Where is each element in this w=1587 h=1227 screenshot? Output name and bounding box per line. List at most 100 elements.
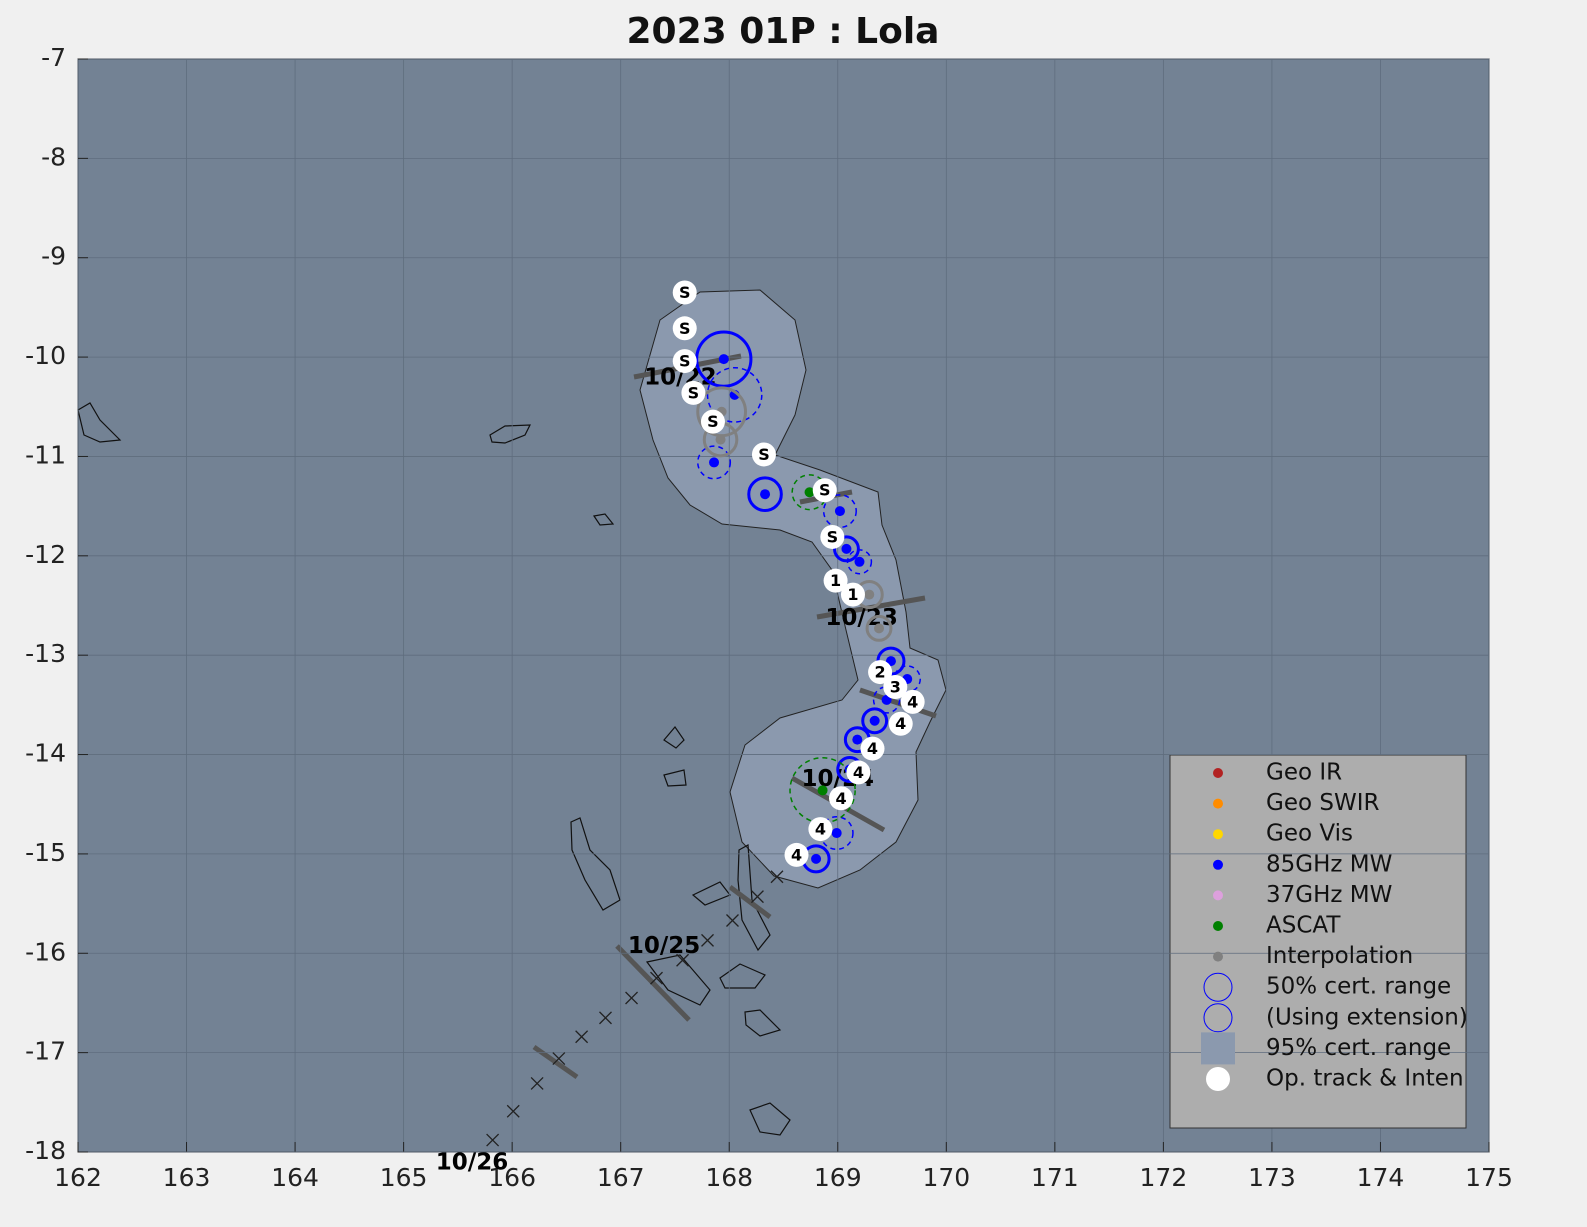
date-label: 10/25 — [628, 933, 700, 959]
track-label: 2 — [875, 663, 886, 682]
track-label: S — [758, 445, 770, 464]
legend-label: (Using extension) — [1266, 1004, 1468, 1030]
cert-ring — [819, 816, 854, 851]
track-point — [751, 442, 776, 467]
fix-dot — [804, 487, 815, 498]
track-label: 4 — [853, 763, 864, 782]
cert-ring — [695, 330, 753, 388]
y-tick-label: -9 — [41, 242, 66, 271]
legend — [1169, 754, 1467, 1129]
forecast-cross — [650, 971, 663, 985]
legend-label: Geo SWIR — [1266, 790, 1379, 816]
track-point — [672, 280, 697, 305]
legend-marker — [1213, 829, 1223, 840]
y-tick-label: -14 — [25, 739, 66, 768]
fix-dot — [841, 543, 852, 554]
cert-ring — [747, 476, 783, 512]
track-label: 4 — [791, 845, 802, 864]
y-tick-label: -13 — [25, 639, 66, 668]
fix-dot — [864, 589, 875, 600]
legend-label: 85GHz MW — [1266, 851, 1392, 877]
x-tick-label: 174 — [1357, 1163, 1405, 1192]
track-point — [700, 409, 725, 434]
legend-marker — [1206, 1067, 1230, 1091]
forecast-cross — [486, 1133, 500, 1147]
track-point — [784, 842, 809, 867]
forecast-cross — [530, 1076, 544, 1090]
track-label: S — [679, 319, 691, 338]
legend-label: 50% cert. range — [1266, 974, 1451, 1000]
y-tick-label: -8 — [41, 142, 66, 171]
track-point — [840, 582, 865, 607]
legend-marker — [1203, 1003, 1233, 1033]
legend-label: ASCAT — [1266, 913, 1341, 939]
track-label: 4 — [835, 789, 846, 808]
track-point — [812, 478, 837, 503]
fix-dot — [869, 715, 880, 726]
fix-dot — [881, 694, 892, 705]
track-point — [820, 524, 845, 549]
y-tick-label: -10 — [25, 341, 66, 370]
track-point — [672, 349, 697, 374]
legend-marker — [1213, 890, 1223, 901]
x-tick-label: 162 — [54, 1163, 102, 1192]
cert-ring — [861, 707, 889, 735]
track-point — [829, 786, 854, 811]
legend-label: Geo IR — [1266, 760, 1342, 786]
x-tick-label: 169 — [814, 1163, 862, 1192]
forecast-cross — [506, 1104, 520, 1118]
track-label: 4 — [815, 820, 826, 839]
track-point — [860, 736, 885, 761]
y-tick-label: -15 — [25, 838, 66, 867]
track-label: S — [827, 527, 839, 546]
legend-label: Geo Vis — [1266, 821, 1353, 847]
x-tick-label: 172 — [1140, 1163, 1188, 1192]
forecast-cross — [770, 870, 784, 884]
track-label: 1 — [847, 585, 858, 604]
legend-marker — [1213, 859, 1223, 870]
chart-title: 2023 01P : Lola — [627, 11, 940, 52]
forecast-cross — [701, 933, 714, 947]
y-tick-label: -12 — [25, 540, 66, 569]
x-tick-label: 171 — [1031, 1163, 1079, 1192]
y-tick-label: -16 — [25, 937, 66, 966]
track-label: S — [688, 383, 700, 402]
legend-marker — [1203, 972, 1233, 1002]
cert-ring — [865, 614, 893, 642]
y-tick-label: -18 — [25, 1136, 66, 1165]
y-tick-label: -11 — [25, 440, 66, 469]
forecast-cross — [726, 914, 739, 927]
date-label: 10/26 — [436, 1149, 508, 1175]
track-label: 4 — [895, 714, 906, 733]
cert-ring — [872, 686, 901, 714]
fix-dot — [874, 623, 885, 634]
fix-dot — [834, 506, 845, 517]
legend-label: 37GHz MW — [1266, 882, 1392, 908]
cert-ring — [697, 445, 732, 480]
forecast-cross — [599, 1011, 612, 1025]
forecast-cross — [552, 1052, 566, 1066]
x-tick-label: 170 — [922, 1163, 970, 1192]
legend-label: Interpolation — [1266, 943, 1413, 969]
track-label: S — [819, 481, 831, 500]
x-tick-label: 164 — [271, 1163, 319, 1192]
track-point — [681, 380, 706, 405]
track-label: 3 — [890, 677, 901, 696]
legend-label: 95% cert. range — [1266, 1035, 1451, 1061]
x-tick-label: 165 — [380, 1163, 428, 1192]
y-tick-label: -7 — [41, 43, 66, 72]
track-point — [846, 760, 871, 785]
fix-dot — [760, 489, 771, 500]
track-label: S — [679, 283, 691, 302]
track-label: S — [679, 352, 691, 371]
fix-dot — [718, 354, 729, 365]
cert-ring — [789, 757, 856, 824]
x-tick-label: 167 — [597, 1163, 645, 1192]
legend-marker — [1213, 951, 1223, 962]
track-label: 4 — [907, 692, 918, 711]
fix-dot — [709, 457, 720, 468]
forecast-cross — [575, 1030, 589, 1044]
cert-ring — [833, 535, 860, 563]
